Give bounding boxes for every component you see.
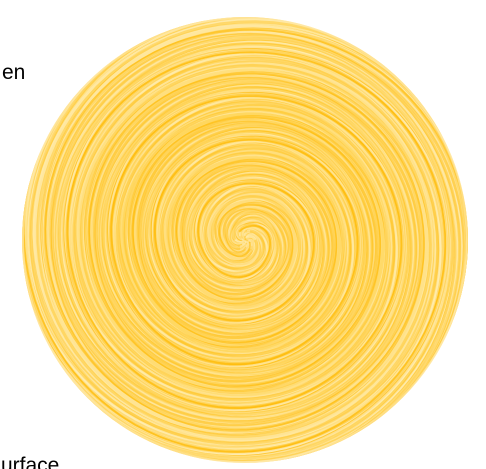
- swirl-accent-band: [22, 34, 462, 463]
- swirl-strand: [24, 17, 446, 451]
- swirl-accent-band: [36, 20, 468, 463]
- swirl-strand: [25, 17, 442, 448]
- swirl-strand: [29, 17, 468, 443]
- swirl-strand: [37, 22, 468, 439]
- swirl-strand: [44, 28, 468, 463]
- swirl-strand: [22, 17, 451, 459]
- swirl-accent-band: [22, 17, 454, 460]
- swirl-strand: [22, 36, 459, 463]
- disc-rim: [22, 17, 468, 463]
- swirl-strand: [29, 17, 464, 444]
- swirl-strand: [22, 35, 450, 457]
- swirl-strand: [22, 32, 465, 463]
- swirl-strand: [22, 22, 451, 458]
- swirl-strand: [25, 17, 445, 449]
- swirl-strand: [28, 17, 468, 446]
- cropped-text-bottom: urface: [1, 454, 60, 469]
- swirl-strand: [22, 38, 457, 462]
- swirl-strand: [41, 27, 468, 463]
- swirl-strand: [36, 22, 468, 439]
- swirl-accent-band: [43, 27, 468, 463]
- swirl-strand: [22, 17, 451, 458]
- swirl-strokes: [22, 17, 468, 463]
- swirl-accent-band: [28, 17, 468, 446]
- swirl-strand: [22, 17, 447, 453]
- swirl-strand: [29, 17, 468, 444]
- cropped-text-top: en: [2, 61, 26, 84]
- swirl-strand: [42, 27, 468, 463]
- swirl-strand: [46, 29, 467, 463]
- swirl-strand: [22, 43, 455, 461]
- swirl-accent-band: [22, 17, 447, 453]
